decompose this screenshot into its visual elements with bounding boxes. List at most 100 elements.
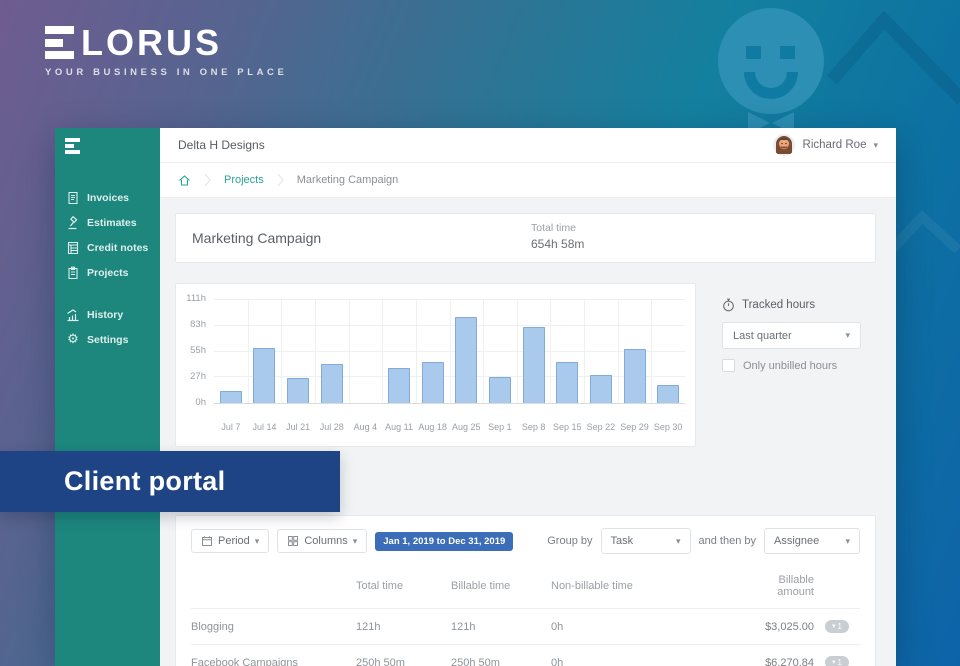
app-window: Invoices Estimates Credit notes Projects… [55, 128, 896, 666]
sidebar-item-label: Estimates [87, 216, 137, 229]
chart-bar[interactable] [488, 377, 511, 403]
breadcrumb-projects-link[interactable]: Projects [224, 174, 264, 186]
sidebar-item-credit-notes[interactable]: Credit notes [55, 235, 160, 260]
only-unbilled-checkbox[interactable] [722, 359, 735, 372]
sidebar-item-estimates[interactable]: Estimates [55, 210, 160, 235]
home-icon[interactable] [178, 174, 191, 187]
total-time: Total time 654h 58m [531, 222, 584, 251]
chevron-down-icon: ▾ [845, 330, 850, 340]
smiley-face-decoration [718, 8, 824, 114]
non-billable-time-cell: 0h [551, 656, 564, 666]
user-name: Richard Roe [802, 139, 867, 151]
sidebar-item-invoices[interactable]: Invoices [55, 185, 160, 210]
brand-tagline: YOUR BUSINESS IN ONE PLACE [45, 67, 288, 78]
gear-icon: ⚙ [67, 332, 79, 347]
stopwatch-icon [722, 298, 735, 312]
only-unbilled-label: Only unbilled hours [743, 359, 838, 372]
billable-amount-cell: $3,025.00 [765, 620, 814, 633]
table-row[interactable]: Blogging 121h 121h 0h $3,025.00 ▾ 1 [191, 608, 860, 644]
expand-row-pill[interactable]: ▾ 1 [825, 620, 849, 633]
chart-bar[interactable] [455, 316, 478, 403]
table-header: Total time Billable time Non-billable ti… [191, 568, 860, 608]
chart-x-label: Sep 1 [488, 422, 512, 432]
total-time-label: Total time [531, 222, 576, 234]
unbilled-filter: Only unbilled hours [722, 359, 837, 372]
chart-x-label: Jul 7 [221, 422, 241, 432]
chevron-down-icon: ▾ [352, 535, 358, 546]
row-badge-count: 1 [837, 622, 842, 631]
chart-x-label: Aug 25 [452, 422, 481, 432]
col-billable-amount: Billable amount [777, 574, 814, 598]
chevron-down-icon: ▾ [675, 535, 681, 546]
history-chart-icon [66, 308, 80, 322]
col-non-billable-time: Non-billable time [551, 580, 633, 592]
sidebar-item-projects[interactable]: Projects [55, 260, 160, 285]
period-button[interactable]: Period ▾ [191, 529, 270, 553]
col-total-time: Total time [356, 580, 404, 592]
billable-time-cell: 121h [451, 620, 476, 633]
breadcrumb: Projects Marketing Campaign [160, 163, 896, 198]
content-area: Marketing Campaign Total time 654h 58m 0… [160, 198, 896, 666]
chart-y-axis: 0h 27h 55h 83h 111h [186, 293, 206, 408]
sidebar-item-label: Credit notes [87, 241, 149, 254]
chart-bar[interactable] [253, 348, 276, 403]
columns-button[interactable]: Columns ▾ [277, 529, 368, 553]
date-range-badge[interactable]: Jan 1, 2019 to Dec 31, 2019 [375, 531, 514, 551]
calendar-icon [201, 535, 213, 547]
chart-x-label: Jul 14 [252, 422, 277, 432]
chart-bar[interactable] [522, 326, 545, 403]
sidebar-item-history[interactable]: History [55, 302, 160, 327]
chart-bar[interactable] [589, 375, 612, 403]
total-time-cell: 250h 50m [356, 656, 405, 666]
billable-time-cell: 250h 50m [451, 656, 500, 666]
chevron-down-icon: ▾ [254, 535, 260, 546]
client-portal-label: Client portal [64, 466, 226, 496]
avatar [772, 133, 796, 157]
chart-bar[interactable] [388, 367, 411, 403]
task-name: Blogging [191, 620, 234, 633]
chart-bar[interactable] [219, 390, 242, 403]
tracked-hours-chart: 0h 27h 55h 83h 111h Jul 7 Jul 14 Jul 21 Jul 28 A… [175, 283, 696, 447]
group-by-value: Task [610, 535, 634, 547]
date-range-value: Last quarter [733, 329, 792, 342]
top-bar: Delta H Designs [160, 128, 896, 163]
elorus-logo-icon [45, 26, 74, 59]
chart-bar[interactable] [657, 385, 680, 403]
period-label: Period [218, 535, 250, 547]
then-by-label: and then by [698, 535, 757, 547]
invoice-icon [66, 191, 80, 205]
chart-bar[interactable] [320, 364, 343, 403]
expand-row-pill[interactable]: ▾ 1 [825, 656, 849, 666]
breadcrumb-current: Marketing Campaign [296, 174, 399, 186]
date-range-select[interactable]: Last quarter ▾ [722, 322, 861, 349]
company-name: Delta H Designs [178, 138, 265, 152]
chart-x-label: Sep 22 [586, 422, 616, 432]
sidebar-item-label: Projects [87, 266, 129, 279]
chart-x-label: Jul 28 [319, 422, 344, 432]
brand: LORUS YOUR BUSINESS IN ONE PLACE [45, 25, 288, 78]
group-by-label: Group by [547, 535, 593, 547]
breadcrumb-separator [277, 173, 284, 187]
non-billable-time-cell: 0h [551, 620, 564, 633]
chart-bar[interactable] [623, 349, 646, 403]
sidebar-logo-icon[interactable] [65, 138, 80, 154]
report-card: Period ▾ Columns ▾ Jan 1, 2019 to Dec 31… [175, 515, 876, 666]
chart-x-label: Sep 30 [653, 422, 683, 432]
chart-bar[interactable] [421, 362, 444, 403]
page-title: Marketing Campaign [192, 230, 322, 246]
user-menu[interactable]: Richard Roe ▾ [772, 133, 878, 157]
sidebar-item-settings[interactable]: ⚙ Settings [55, 327, 160, 352]
roof-chevron-decoration [827, 10, 960, 105]
group-by-select[interactable]: Task ▾ [600, 528, 691, 554]
columns-label: Columns [304, 535, 348, 547]
task-name: Facebook Campaigns [191, 656, 299, 666]
then-by-select[interactable]: Assignee ▾ [764, 528, 860, 554]
chart-bar[interactable] [556, 362, 579, 403]
sidebar-item-label: History [87, 308, 124, 321]
breadcrumb-separator [204, 173, 211, 187]
table-row[interactable]: Facebook Campaigns 250h 50m 250h 50m 0h … [191, 644, 860, 666]
chart-bar[interactable] [287, 377, 310, 403]
chart-x-label: Sep 8 [521, 422, 546, 432]
client-portal-banner: Client portal [0, 451, 340, 512]
billable-amount-cell: $6,270.84 [765, 656, 814, 666]
